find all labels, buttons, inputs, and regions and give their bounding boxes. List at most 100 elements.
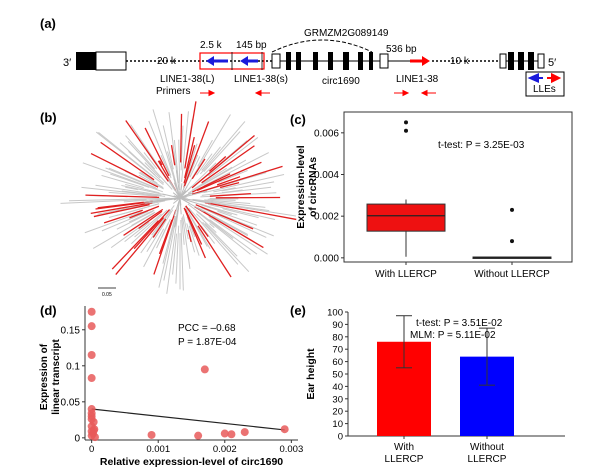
tree-branch bbox=[158, 217, 176, 288]
tree-branch bbox=[172, 233, 178, 275]
exon-block bbox=[358, 52, 363, 70]
scatter-point bbox=[220, 429, 229, 438]
p-annotation: P = 1.87E-04 bbox=[178, 337, 237, 348]
tree-branch bbox=[179, 197, 211, 209]
distance-2-5k: 2.5 k bbox=[200, 40, 223, 51]
exon-block bbox=[286, 52, 291, 70]
tree-branch-lle bbox=[196, 161, 262, 192]
exon-block bbox=[369, 52, 373, 70]
tree-branch bbox=[196, 211, 251, 255]
tree-branch bbox=[201, 186, 272, 196]
tree-branch bbox=[179, 192, 192, 199]
tree-branch-lle bbox=[191, 134, 255, 189]
tree-branch-lle bbox=[183, 121, 210, 188]
tree-branch-lle bbox=[194, 206, 264, 249]
tree-branch-lle bbox=[138, 210, 163, 229]
plot-frame bbox=[343, 111, 573, 263]
tree-branch bbox=[175, 170, 181, 199]
ttest-annotation: t-test: P = 3.51E-02 bbox=[416, 318, 503, 329]
distance-536bp: 536 bp bbox=[386, 44, 417, 55]
scatter-point bbox=[87, 374, 96, 383]
tree-branch-lle bbox=[133, 209, 171, 250]
tree-branch-lle bbox=[90, 202, 153, 215]
tree-branch bbox=[144, 162, 161, 179]
tree-branch bbox=[208, 137, 259, 177]
tree-branch bbox=[131, 209, 168, 245]
utr-block bbox=[271, 53, 281, 69]
primer-arrows bbox=[200, 89, 436, 97]
panel-label-e: (e) bbox=[290, 303, 306, 318]
tree-branch bbox=[217, 210, 258, 226]
panel-label-a: (a) bbox=[40, 16, 56, 31]
y-tick-label: 10 bbox=[332, 419, 343, 430]
tree-branch bbox=[140, 171, 158, 184]
tree-branch-lle bbox=[219, 181, 240, 189]
tree-branch-lle bbox=[170, 145, 176, 166]
tree-branch-lle bbox=[180, 113, 183, 163]
y-tick-label: 0.006 bbox=[314, 128, 339, 139]
tree-branch bbox=[152, 109, 176, 183]
y-tick-label: 0.002 bbox=[314, 212, 339, 223]
tree-branch bbox=[134, 213, 162, 238]
distance-145bp: 145 bp bbox=[236, 40, 267, 51]
utr-block bbox=[499, 53, 507, 69]
tree-branch bbox=[203, 131, 241, 173]
circ-arc bbox=[271, 39, 373, 53]
utr-block bbox=[95, 51, 127, 71]
tree-branch bbox=[180, 219, 184, 291]
panel-label-b: (b) bbox=[40, 110, 57, 125]
tree-branch bbox=[179, 190, 208, 199]
tree-branch-lle bbox=[93, 203, 150, 218]
tree-branch-lle bbox=[129, 205, 160, 219]
y-tick-label: 90 bbox=[332, 320, 343, 331]
tree-branch bbox=[196, 159, 247, 189]
tree-branch bbox=[218, 169, 248, 183]
tree-branch bbox=[160, 155, 172, 179]
exon-block bbox=[313, 52, 318, 70]
exon-block bbox=[518, 52, 524, 70]
tree-branch bbox=[143, 197, 181, 203]
tree-branch bbox=[175, 225, 180, 284]
y-axis-label: Ear height bbox=[305, 348, 317, 400]
tree-branch bbox=[181, 217, 185, 245]
arrow-left-icon bbox=[206, 56, 214, 66]
tree-branch bbox=[178, 139, 181, 190]
tree-branch bbox=[110, 173, 150, 188]
tree-branch bbox=[138, 172, 164, 189]
tree-branch-lle bbox=[197, 225, 232, 278]
tree-branch bbox=[179, 183, 183, 199]
tree-branch bbox=[192, 198, 266, 208]
y-tick-label: 70 bbox=[332, 345, 343, 356]
scatter-point bbox=[240, 428, 249, 437]
scatter-point bbox=[147, 430, 156, 439]
box-outlier bbox=[404, 128, 408, 133]
tree-branch bbox=[82, 162, 164, 193]
circ-label: circ1690 bbox=[322, 76, 360, 87]
tree-branch bbox=[167, 178, 181, 199]
tree-branch bbox=[197, 207, 249, 235]
tree-branch-lle bbox=[191, 158, 206, 180]
tree-branch bbox=[162, 193, 181, 199]
tree-branch bbox=[213, 187, 236, 193]
exon-block bbox=[528, 52, 534, 70]
y-axis-label: Expression-levelof circRNAs bbox=[295, 145, 319, 229]
tree-branch bbox=[208, 203, 276, 220]
arrow-left-icon bbox=[240, 56, 248, 66]
y-tick-label: 100 bbox=[327, 308, 343, 319]
tree-branch bbox=[125, 183, 160, 194]
boxplot-chart: 0.000 0.002 0.004 0.006 With LLERCP Without L… bbox=[295, 111, 573, 280]
y-tick-label: 60 bbox=[332, 357, 343, 368]
tree-branch bbox=[186, 114, 231, 188]
tree-branch bbox=[123, 198, 167, 203]
box-outlier bbox=[510, 207, 514, 212]
tree-branch-lle bbox=[183, 207, 206, 259]
tree-branch bbox=[108, 191, 158, 197]
tree-branch bbox=[108, 167, 156, 189]
scatter-chart: 0 0.05 0.1 0.15 0 0.001 0.002 0.003 PCC = –0.68 P… bbox=[39, 306, 303, 468]
scatter-point bbox=[89, 426, 98, 435]
tree-branch-lle bbox=[184, 208, 203, 245]
tree-branch-lle bbox=[191, 173, 231, 193]
box-outlier bbox=[404, 120, 408, 125]
x-tick-label: Without LLERCP bbox=[474, 269, 550, 280]
